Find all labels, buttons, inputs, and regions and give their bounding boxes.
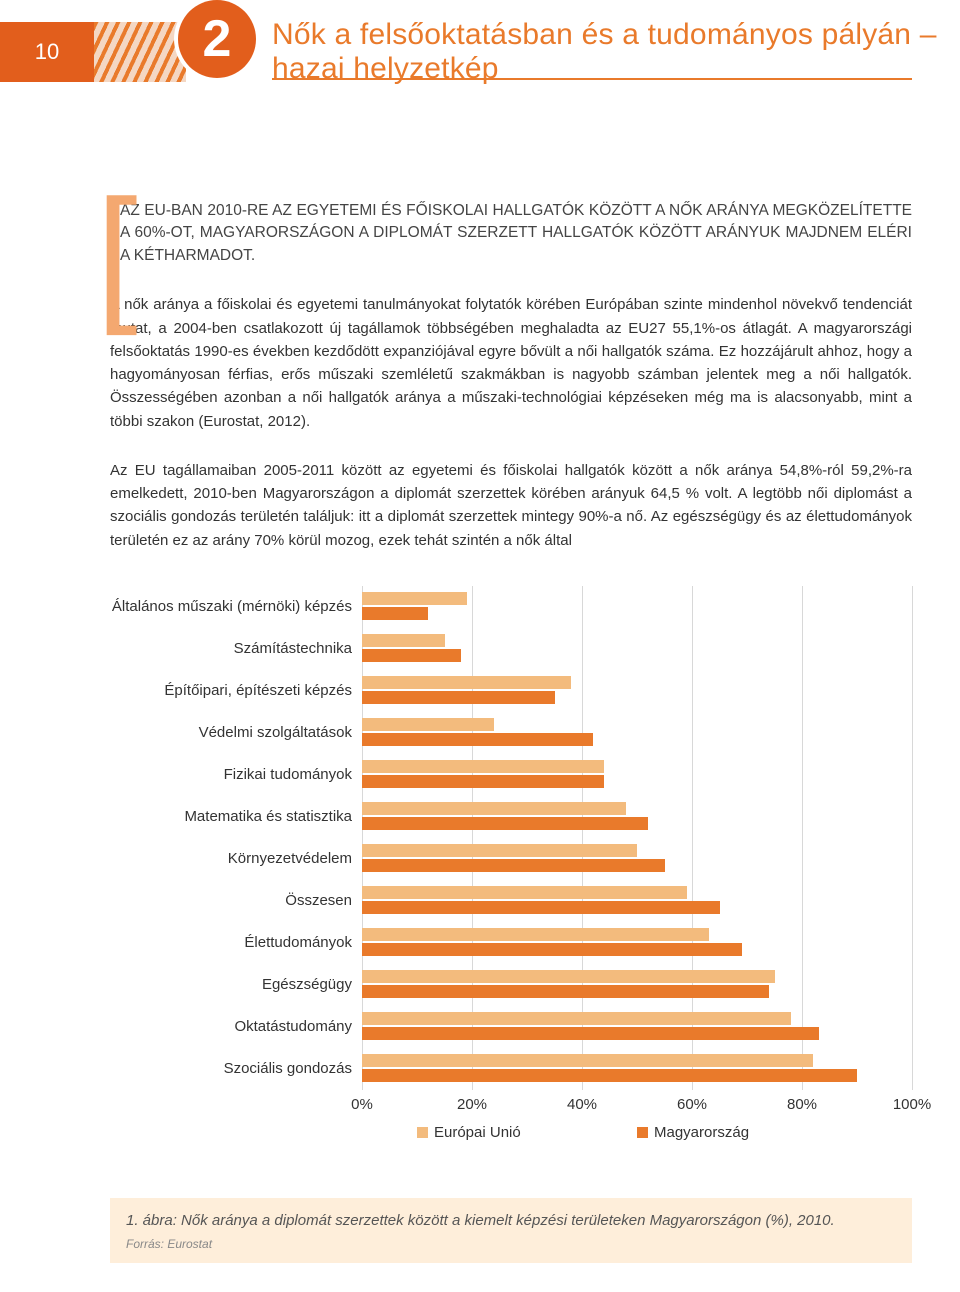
bar-chart-legend-item: Európai Unió [417,1124,521,1141]
legend-swatch-icon [637,1127,648,1138]
bar-chart-category-label: Védelmi szolgáltatások [110,724,362,741]
bar-chart-row: Matematika és statisztika [110,796,912,838]
page: 10 2 Nők a felsőoktatásban és a tudomány… [0,0,960,1263]
bar-chart-category-label: Oktatástudomány [110,1018,362,1035]
bar-chart-bar-hu [362,901,720,914]
header-hatch-pattern [94,22,186,82]
bar-chart-bar-eu [362,760,604,773]
bar-chart-row: Általános műszaki (mérnöki) képzés [110,586,912,628]
bar-chart-row: Szociális gondozás [110,1048,912,1090]
bar-chart-bars [362,796,912,838]
bar-chart-category-label: Környezetvédelem [110,850,362,867]
bar-chart-row: Egészségügy [110,964,912,1006]
bar-chart-bar-eu [362,676,571,689]
bar-chart-bars [362,1006,912,1048]
figure-caption-box: 1. ábra: Nők aránya a diplomát szerzette… [110,1198,912,1263]
bar-chart-legend-item: Magyarország [637,1124,749,1141]
bar-chart-bars [362,922,912,964]
bar-chart-bar-hu [362,943,742,956]
bar-chart-category-label: Számítástechnika [110,640,362,657]
bar-chart-bars [362,880,912,922]
legend-label: Magyarország [654,1124,749,1141]
bar-chart-bar-eu [362,718,494,731]
bar-chart-bars [362,628,912,670]
bar-chart-row: Környezetvédelem [110,838,912,880]
intro-text: AZ EU-BAN 2010-RE AZ EGYETEMI ÉS FŐISKOL… [110,200,912,267]
bar-chart-row: Fizikai tudományok [110,754,912,796]
legend-label: Európai Unió [434,1124,521,1141]
bar-chart-row: Oktatástudomány [110,1006,912,1048]
body-paragraph-2: Az EU tagállamaiban 2005-2011 között az … [110,459,912,552]
bar-chart-bar-hu [362,691,555,704]
figure-caption-text: 1. ábra: Nők aránya a diplomát szerzette… [126,1210,896,1232]
legend-swatch-icon [417,1127,428,1138]
bar-chart-row: Élettudományok [110,922,912,964]
bar-chart-bar-hu [362,985,769,998]
bar-chart-bars [362,838,912,880]
page-number-tab: 10 [0,22,94,82]
body-paragraph-1: A nők aránya a főiskolai és egyetemi tan… [110,293,912,433]
page-title: Nők a felsőoktatásban és a tudományos pá… [272,18,960,86]
bar-chart-bar-hu [362,649,461,662]
bar-chart-category-label: Fizikai tudományok [110,766,362,783]
header-rule [272,78,912,80]
bar-chart-axis-tick: 80% [787,1096,817,1113]
bar-chart-axis-tick: 100% [893,1096,931,1113]
bar-chart-category-label: Élettudományok [110,934,362,951]
bar-chart-axis-tick: 40% [567,1096,597,1113]
content-column: [ AZ EU-BAN 2010-RE AZ EGYETEMI ÉS FŐISK… [0,200,960,1263]
bar-chart-axis-tick: 20% [457,1096,487,1113]
bar-chart-bar-eu [362,1012,791,1025]
bar-chart-row: Építőipari, építészeti képzés [110,670,912,712]
bar-chart-bar-hu [362,817,648,830]
bar-chart-x-axis: 0%20%40%60%80%100% [362,1096,912,1120]
bar-chart-legend-items: Európai Unió Magyarország [362,1124,912,1152]
bar-chart-category-label: Szociális gondozás [110,1060,362,1077]
bar-chart-bar-hu [362,1027,819,1040]
bar-chart-category-label: Általános műszaki (mérnöki) képzés [110,598,362,615]
bar-chart-bars [362,964,912,1006]
bar-chart-bars [362,670,912,712]
bar-chart-axis: 0%20%40%60%80%100% [110,1096,912,1120]
bar-chart-category-label: Építőipari, építészeti képzés [110,682,362,699]
bar-chart-rows: Általános műszaki (mérnöki) képzés Számít… [110,586,912,1090]
bar-chart-bars [362,712,912,754]
bar-chart-bar-hu [362,607,428,620]
bar-chart-category-label: Matematika és statisztika [110,808,362,825]
bar-chart-category-label: Összesen [110,892,362,909]
bar-chart-bar-eu [362,886,687,899]
bar-chart-bars [362,754,912,796]
bar-chart-axis-tick: 0% [351,1096,373,1113]
bar-chart-row: Összesen [110,880,912,922]
figure-caption-source: Forrás: Eurostat [126,1236,896,1253]
bar-chart-bar-eu [362,634,445,647]
bar-chart: Általános műszaki (mérnöki) képzés Számít… [110,586,912,1152]
bar-chart-bar-eu [362,592,467,605]
bar-chart-bars [362,586,912,628]
bar-chart-gridline [912,586,913,1090]
bar-chart-row: Védelmi szolgáltatások [110,712,912,754]
bar-chart-bar-hu [362,859,665,872]
bar-chart-bar-eu [362,970,775,983]
bar-chart-legend: Európai Unió Magyarország [110,1124,912,1152]
bar-chart-bar-hu [362,1069,857,1082]
bracket-icon: [ [96,192,118,322]
bar-chart-bar-eu [362,844,637,857]
bar-chart-axis-tick: 60% [677,1096,707,1113]
bar-chart-category-label: Egészségügy [110,976,362,993]
bar-chart-bar-eu [362,928,709,941]
header: 10 2 Nők a felsőoktatásban és a tudomány… [0,0,960,140]
chapter-number-badge: 2 [178,0,256,78]
bar-chart-row: Számítástechnika [110,628,912,670]
bar-chart-bar-eu [362,802,626,815]
bar-chart-bar-hu [362,733,593,746]
bar-chart-bar-eu [362,1054,813,1067]
intro-block: [ AZ EU-BAN 2010-RE AZ EGYETEMI ÉS FŐISK… [110,200,912,267]
bar-chart-bar-hu [362,775,604,788]
bar-chart-bars [362,1048,912,1090]
